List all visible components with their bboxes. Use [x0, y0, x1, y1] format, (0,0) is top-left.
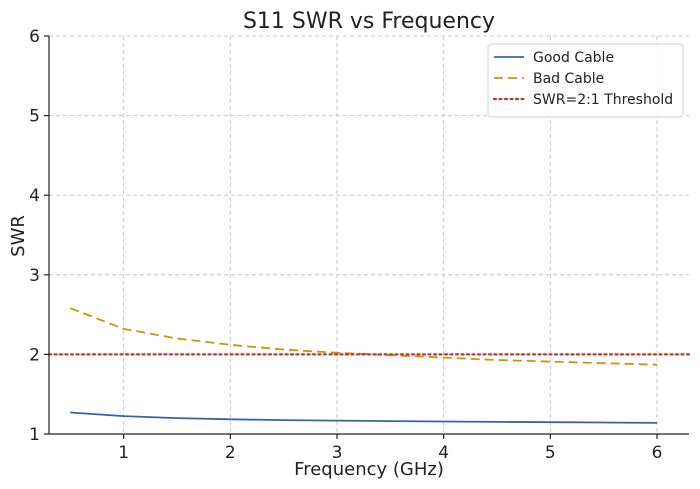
y-tick-label: 1	[29, 425, 40, 445]
tick-labels: 1 2 3 4 5 6 1 2 3 4 5 6	[29, 27, 662, 463]
series-line-bad-cable	[69, 307, 658, 366]
x-tick-label: 1	[118, 443, 129, 463]
legend-box	[487, 43, 684, 118]
x-tick-label: 4	[438, 443, 449, 463]
y-tick-label: 4	[29, 186, 40, 206]
chart-title: S11 SWR vs Frequency	[243, 9, 495, 34]
legend-label: Good Cable	[533, 50, 614, 66]
y-axis-label: SWR	[8, 215, 29, 257]
x-tick-label: 6	[652, 443, 663, 463]
legend-label: Bad Cable	[533, 71, 604, 87]
legend: Good Cable Bad Cable SWR=2:1 Threshold	[487, 43, 684, 118]
x-tick-label: 2	[225, 443, 236, 463]
axes	[44, 35, 689, 439]
y-tick-label: 6	[29, 27, 40, 47]
legend-label: SWR=2:1 Threshold	[533, 92, 673, 108]
x-tick-label: 3	[332, 443, 343, 463]
series-line-good-cable	[70, 411, 658, 424]
y-tick-label: 2	[29, 345, 40, 365]
y-tick-label: 3	[29, 266, 40, 286]
series-lines	[47, 307, 691, 424]
x-tick-label: 5	[545, 443, 556, 463]
x-axis-label: Frequency (GHz)	[294, 459, 444, 480]
y-tick-label: 5	[29, 107, 40, 127]
